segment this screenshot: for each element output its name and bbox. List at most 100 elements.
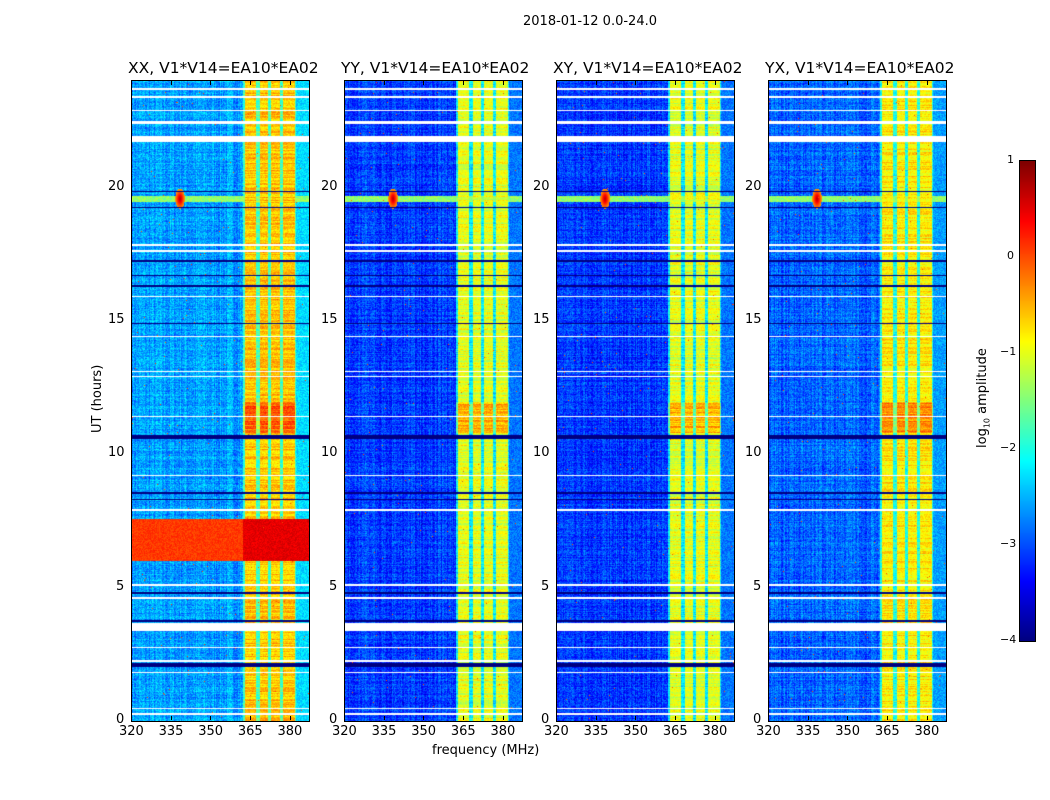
x-tick-mark — [289, 716, 291, 720]
x-tick-mark — [674, 716, 676, 720]
y-tick-label: 10 — [533, 445, 550, 461]
x-tick-label: 350 — [835, 724, 861, 739]
x-tick-mark — [131, 81, 132, 85]
x-tick-mark — [131, 716, 132, 720]
x-tick-mark — [210, 81, 212, 85]
y-tick-label: 0 — [753, 712, 762, 727]
colorbar-tick-label: 1 — [1007, 153, 1014, 166]
heatmap-image — [132, 81, 309, 721]
x-tick-label: 365 — [662, 724, 688, 739]
x-tick-label: 380 — [914, 724, 940, 739]
x-tick-mark — [768, 716, 769, 720]
y-tick-label: 15 — [745, 312, 762, 327]
x-tick-mark — [635, 716, 637, 720]
x-tick-mark — [595, 81, 597, 85]
y-tick-label: 0 — [116, 712, 125, 727]
y-tick-label: 0 — [329, 712, 338, 727]
y-tick-label: 0 — [541, 712, 550, 727]
x-tick-label: 380 — [277, 724, 303, 739]
x-tick-mark — [344, 716, 345, 720]
x-tick-mark — [249, 81, 251, 85]
colorbar-tick-label: −4 — [1000, 633, 1017, 646]
heatmap-panel-xx — [131, 80, 310, 722]
colorbar — [1019, 160, 1036, 642]
x-tick-label: 380 — [490, 724, 516, 739]
y-tick-label: 5 — [753, 578, 762, 594]
x-tick-label: 365 — [237, 724, 263, 739]
y-axis-label: UT (hours) — [90, 364, 105, 433]
y-tick-label: 5 — [116, 578, 125, 594]
colorbar-label: log10 amplitude — [975, 348, 992, 448]
heatmap-image — [557, 81, 734, 721]
colorbar-label-base: log — [975, 428, 990, 448]
x-tick-mark — [886, 81, 888, 85]
x-tick-mark — [210, 716, 212, 720]
x-tick-label: 365 — [874, 724, 900, 739]
heatmap-image — [345, 81, 522, 721]
x-tick-mark — [847, 81, 849, 85]
y-tick-label: 5 — [541, 578, 550, 594]
y-tick-label: 10 — [745, 445, 762, 461]
x-tick-label: 335 — [158, 724, 184, 739]
x-tick-label: 335 — [371, 724, 397, 739]
x-tick-mark — [170, 716, 172, 720]
x-tick-mark — [886, 716, 888, 720]
x-tick-mark — [768, 81, 769, 85]
y-tick-label: 20 — [321, 178, 338, 194]
colorbar-tick-label: −1 — [1000, 345, 1017, 358]
y-tick-label: 5 — [329, 578, 338, 594]
y-tick-label: 15 — [321, 312, 338, 327]
x-tick-label: 335 — [795, 724, 821, 739]
x-tick-mark — [847, 716, 849, 720]
colorbar-tick-label: −3 — [1000, 537, 1017, 550]
x-tick-mark — [714, 81, 716, 85]
x-tick-mark — [170, 81, 172, 85]
panel-title: XY, V1*V14=EA10*EA02 — [553, 59, 743, 77]
x-tick-mark — [462, 716, 464, 720]
y-tick-label: 10 — [321, 445, 338, 461]
x-tick-mark — [383, 81, 385, 85]
x-tick-mark — [556, 716, 557, 720]
x-tick-mark — [674, 81, 676, 85]
y-tick-label: 20 — [745, 178, 762, 194]
y-tick-label: 20 — [533, 178, 550, 194]
panel-title: YX, V1*V14=EA10*EA02 — [765, 59, 955, 77]
x-tick-label: 320 — [119, 724, 144, 739]
x-tick-mark — [423, 716, 425, 720]
x-tick-label: 380 — [702, 724, 728, 739]
x-tick-label: 320 — [332, 724, 357, 739]
y-tick-label: 10 — [108, 445, 125, 461]
x-tick-label: 350 — [198, 724, 224, 739]
x-tick-mark — [926, 81, 928, 85]
x-tick-label: 365 — [450, 724, 476, 739]
colorbar-label-sub: 10 — [982, 417, 992, 429]
x-tick-mark — [289, 81, 291, 85]
x-tick-mark — [344, 81, 345, 85]
x-tick-label: 320 — [544, 724, 569, 739]
x-tick-label: 350 — [623, 724, 649, 739]
x-tick-mark — [502, 716, 504, 720]
y-tick-label: 20 — [108, 178, 125, 194]
x-tick-mark — [556, 81, 557, 85]
x-tick-mark — [249, 716, 251, 720]
x-tick-label: 350 — [411, 724, 437, 739]
x-tick-mark — [502, 81, 504, 85]
colorbar-tick-label: −2 — [1000, 441, 1017, 454]
x-tick-label: 320 — [756, 724, 781, 739]
heatmap-panel-xy — [556, 80, 735, 722]
heatmap-image — [769, 81, 946, 721]
heatmap-panel-yx — [768, 80, 947, 722]
colorbar-tick-label: 0 — [1007, 249, 1014, 262]
x-tick-mark — [595, 716, 597, 720]
x-tick-label: 335 — [583, 724, 609, 739]
y-tick-label: 15 — [533, 312, 550, 327]
panel-title: XX, V1*V14=EA10*EA02 — [128, 59, 319, 77]
x-tick-mark — [383, 716, 385, 720]
x-tick-mark — [714, 716, 716, 720]
x-axis-label: frequency (MHz) — [432, 743, 540, 758]
colorbar-label-rest: amplitude — [975, 348, 990, 418]
x-tick-mark — [807, 81, 809, 85]
x-tick-mark — [926, 716, 928, 720]
y-tick-label: 15 — [108, 312, 125, 327]
